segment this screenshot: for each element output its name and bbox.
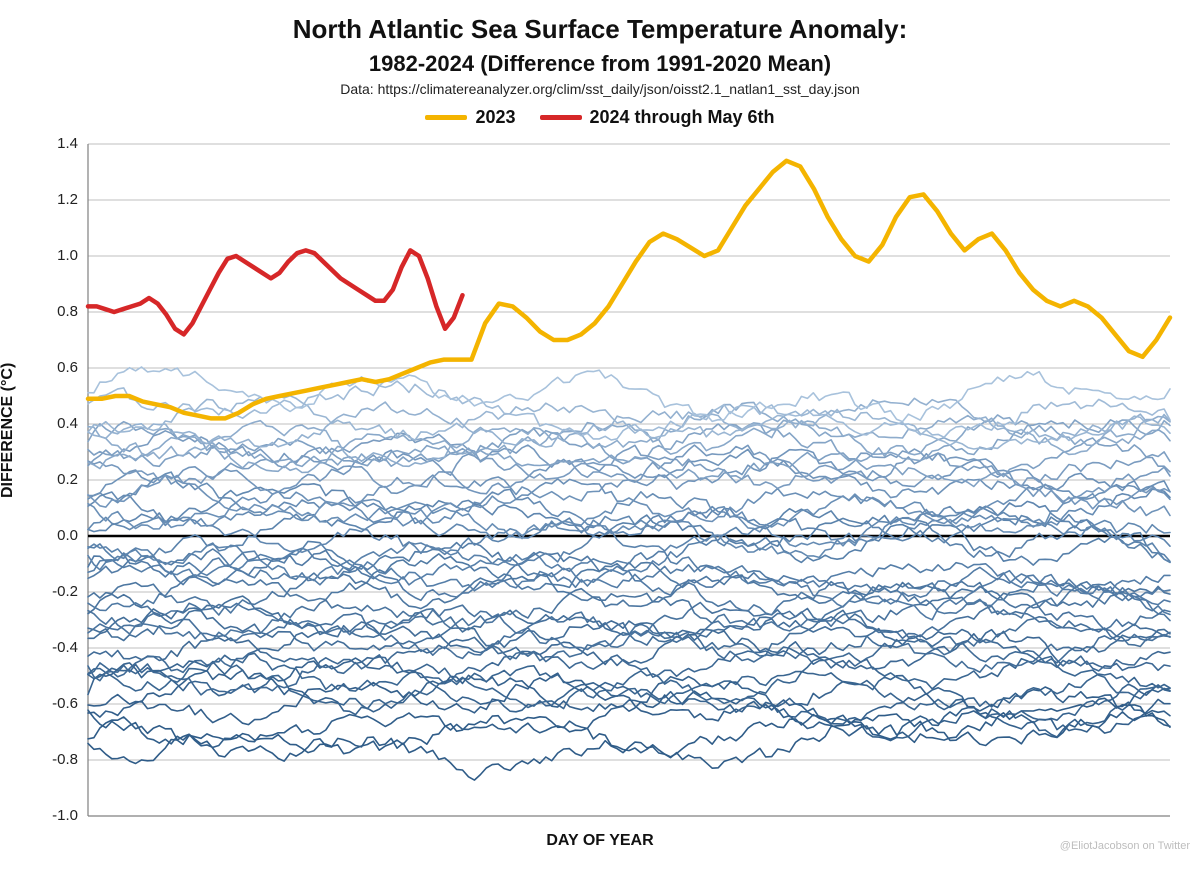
legend-label-2024: 2024 through May 6th: [590, 107, 775, 128]
chart-title-main: North Atlantic Sea Surface Temperature A…: [0, 14, 1200, 45]
y-tick-label: 1.2: [57, 191, 78, 208]
chart-title-sub: 1982-2024 (Difference from 1991-2020 Mea…: [0, 51, 1200, 77]
legend-swatch-2024: [540, 115, 582, 120]
title-block: North Atlantic Sea Surface Temperature A…: [0, 0, 1200, 97]
y-axis-label: DIFFERENCE (°C): [0, 363, 17, 498]
chart-page: North Atlantic Sea Surface Temperature A…: [0, 0, 1200, 885]
y-tick-label: 0.0: [57, 527, 78, 544]
chart-area: DIFFERENCE (°C) -1.0 -0.8 -0.6 -0.4 -0.2 0.0 0…: [0, 138, 1200, 858]
y-tick-label: 1.0: [57, 247, 78, 264]
chart-data-source: Data: https://climatereanalyzer.org/clim…: [0, 81, 1200, 97]
y-tick-label: -0.4: [52, 639, 78, 656]
y-tick-label: 1.4: [57, 138, 78, 152]
legend-label-2023: 2023: [475, 107, 515, 128]
y-tick-label: -0.2: [52, 583, 78, 600]
y-tick-label: 0.6: [57, 359, 78, 376]
y-tick-label: -0.8: [52, 751, 78, 768]
y-tick-label: 0.4: [57, 415, 78, 432]
legend: 2023 2024 through May 6th: [0, 107, 1200, 128]
legend-swatch-2023: [425, 115, 467, 120]
y-tick-label: -1.0: [52, 807, 78, 824]
x-axis-label: DAY OF YEAR: [0, 832, 1200, 850]
y-tick-label: -0.6: [52, 695, 78, 712]
attribution-text: @EliotJacobson on Twitter: [1060, 840, 1190, 852]
chart-svg: -1.0 -0.8 -0.6 -0.4 -0.2 0.0 0.2 0.4 0.6 0.8 1.0 1.…: [0, 138, 1200, 858]
legend-item-2023: 2023: [425, 107, 515, 128]
y-tick-label: 0.2: [57, 471, 78, 488]
legend-item-2024: 2024 through May 6th: [540, 107, 775, 128]
y-tick-label: 0.8: [57, 303, 78, 320]
